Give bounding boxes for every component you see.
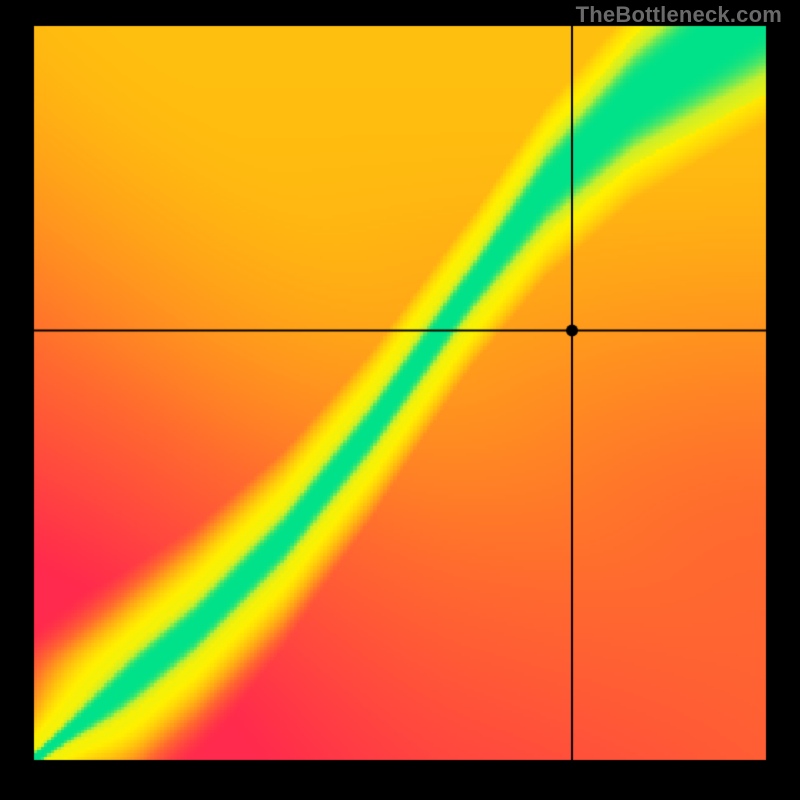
bottleneck-heatmap	[0, 0, 800, 800]
watermark-text: TheBottleneck.com	[576, 2, 782, 28]
